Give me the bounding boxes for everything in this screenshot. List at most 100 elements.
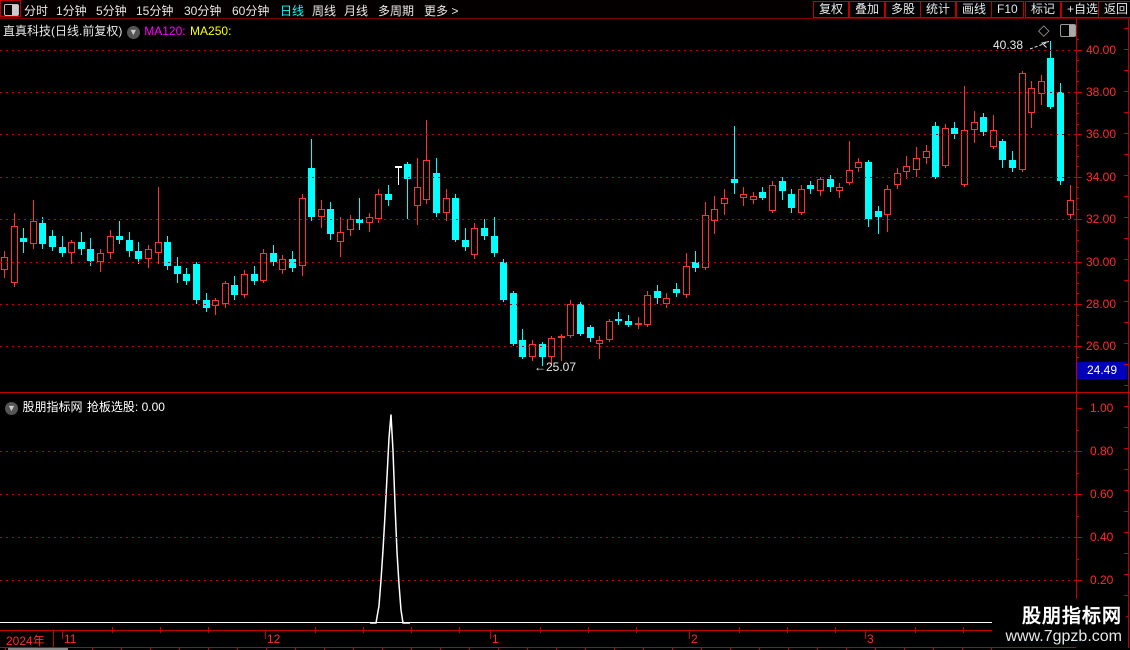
ruler-tick <box>1124 364 1128 365</box>
price-major-tick <box>1076 303 1082 305</box>
candle-body <box>404 164 412 179</box>
candle-body <box>913 157 920 171</box>
candle-body <box>68 242 76 253</box>
toolbar-button-复权[interactable]: 复权 <box>813 1 850 18</box>
price-minor-tick <box>1076 187 1079 189</box>
indicator-collapse-chevron-icon[interactable]: ▼ <box>5 402 18 415</box>
candle-body <box>730 178 738 183</box>
ruler-tick <box>1124 553 1128 554</box>
candle-body <box>106 236 114 254</box>
price-major-tick <box>1076 49 1082 51</box>
candlestick-chart[interactable] <box>0 19 1076 392</box>
toolbar-button-多股[interactable]: 多股 <box>885 1 922 18</box>
candle-body <box>433 172 440 213</box>
ruler-tick <box>1124 343 1128 344</box>
candle-body <box>567 303 575 336</box>
candle-body <box>279 259 287 270</box>
candle-body <box>721 197 728 205</box>
menu-item-1分钟[interactable]: 1分钟 <box>56 4 87 18</box>
candle-body <box>193 263 200 300</box>
candle-wick <box>119 221 121 245</box>
price-axis-line <box>1076 19 1077 630</box>
candle-body <box>797 189 805 213</box>
bottom-strip-tick <box>498 648 499 650</box>
split-panel-icon <box>4 4 19 16</box>
menu-item-60分钟[interactable]: 60分钟 <box>232 4 270 18</box>
candle-body <box>663 297 671 304</box>
toolbar-button-叠加[interactable]: 叠加 <box>849 1 886 18</box>
week-tick <box>411 627 412 633</box>
candle-body <box>413 187 421 207</box>
menu-item-周线[interactable]: 周线 <box>312 4 337 18</box>
candle-body <box>529 344 536 357</box>
candle-body <box>327 208 335 234</box>
ma250-label[interactable]: MA250: <box>190 24 232 38</box>
candle-body <box>1009 159 1016 169</box>
ruler-tick <box>1124 616 1128 617</box>
month-tick <box>62 631 63 639</box>
maximize-panel-icon[interactable] <box>1060 24 1076 37</box>
bottom-strip-tick <box>759 648 760 650</box>
menu-item-月线[interactable]: 月线 <box>344 4 369 18</box>
toolbar-button-+自选[interactable]: +自选 <box>1061 1 1105 18</box>
menu-item-多周期[interactable]: 多周期 <box>378 4 415 18</box>
candle-body <box>769 185 776 211</box>
candle-body <box>941 127 949 167</box>
bottom-strip-tick <box>643 648 644 650</box>
menu-item-日线[interactable]: 日线 <box>280 4 305 18</box>
window-panel-toggle[interactable] <box>0 0 21 17</box>
candle-body <box>10 225 18 283</box>
candle-body <box>826 178 834 188</box>
bottom-strip-tick <box>933 648 934 650</box>
menu-item-5分钟[interactable]: 5分钟 <box>96 4 127 18</box>
menu-item-15分钟[interactable]: 15分钟 <box>136 4 174 18</box>
price-major-tick <box>1076 261 1082 263</box>
toolbar-button-统计[interactable]: 统计 <box>920 1 957 18</box>
candle-body <box>653 291 661 298</box>
ruler-tick <box>1124 574 1128 575</box>
toolbar-button-画线[interactable]: 画线 <box>956 1 993 18</box>
indicator-chart[interactable] <box>0 393 1076 630</box>
ruler-tick <box>1124 301 1128 302</box>
menu-item-分时[interactable]: 分时 <box>24 4 49 18</box>
top-menu-bar: 分时 1分钟 5分钟 15分钟 30分钟 60分钟 日线 周线 月线 多周期 更多 > 复权 叠加 多股… <box>0 0 1130 19</box>
week-tick <box>636 627 637 633</box>
toolbar-button-返回[interactable]: 返回 <box>1098 1 1130 18</box>
week-tick <box>835 627 836 633</box>
indicator-name-value[interactable]: 抢板选股: 0.00 <box>86 400 165 414</box>
diamond-marker-icon[interactable]: ◇ <box>1038 22 1050 39</box>
menu-item-30分钟[interactable]: 30分钟 <box>184 4 222 18</box>
candle-body <box>865 161 872 220</box>
candle-body <box>951 127 959 135</box>
bottom-strip-tick <box>469 648 470 650</box>
panel-divider[interactable] <box>0 392 1130 393</box>
menu-item-更多 >[interactable]: 更多 > <box>424 4 459 18</box>
candle-body <box>970 121 978 131</box>
bottom-strip-tick <box>962 648 963 650</box>
bottom-strip-tick <box>295 648 296 650</box>
toolbar-button-标记[interactable]: 标记 <box>1025 1 1062 18</box>
toolbar-button-F10[interactable]: F10 <box>991 1 1024 18</box>
collapse-chevron-icon[interactable]: ▼ <box>126 26 140 39</box>
indicator-major-tick <box>1076 451 1082 452</box>
week-tick <box>459 627 460 633</box>
ma120-label[interactable]: MA120: <box>144 24 186 38</box>
ruler-tick <box>1124 490 1128 491</box>
candle-body <box>509 293 517 345</box>
price-minor-tick <box>1076 81 1079 83</box>
week-tick <box>208 627 209 633</box>
last-price-badge: 24.49 <box>1077 362 1127 379</box>
price-major-tick <box>1076 176 1082 178</box>
candle-body <box>183 274 191 281</box>
candle-body <box>519 339 527 357</box>
candle-body <box>250 274 258 281</box>
indicator-minor-tick <box>1076 515 1079 517</box>
price-gridline <box>0 303 1076 305</box>
candle-body <box>692 261 700 268</box>
candle-body <box>1037 81 1045 94</box>
indicator-tick-label: 0.80 <box>1090 444 1114 458</box>
bottom-strip-tick <box>382 648 383 650</box>
price-minor-tick <box>1076 335 1079 337</box>
ruler-tick <box>1124 406 1128 407</box>
candle-body <box>855 161 863 169</box>
